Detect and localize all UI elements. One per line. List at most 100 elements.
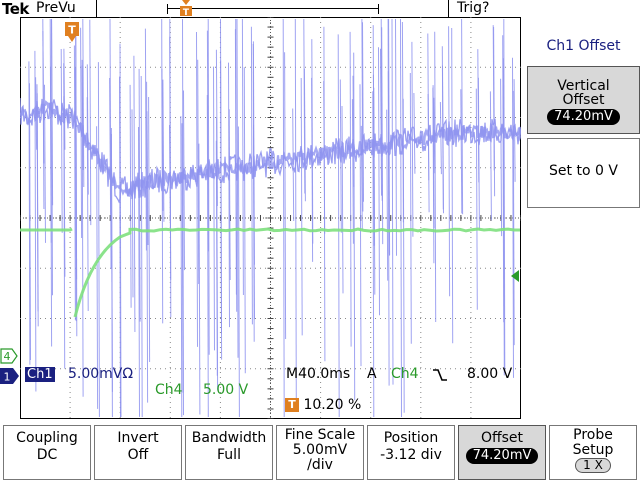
- coupling-button[interactable]: Coupling DC: [3, 425, 91, 480]
- top-divider: [96, 0, 97, 17]
- trigger-status: Trig?: [457, 0, 490, 16]
- invert-value: Off: [127, 447, 149, 463]
- ch1-noise-spike: [237, 126, 240, 418]
- ch1-noise-spike: [131, 109, 134, 298]
- ch1-noise-spike: [502, 58, 505, 376]
- ch1-noise-spike: [82, 18, 85, 188]
- ch1-noise-spike: [146, 81, 149, 403]
- ch1-noise-spike: [80, 27, 83, 239]
- invert-button[interactable]: Invert Off: [94, 425, 182, 480]
- ch1-noise-spike: [119, 43, 122, 418]
- ch1-noise-spike: [388, 18, 391, 256]
- ch1-noise-spike: [361, 18, 364, 212]
- ch1-noise-spike: [63, 48, 66, 150]
- ch1-noise-spike: [323, 81, 326, 234]
- ch1-noise-spike: [109, 77, 112, 215]
- ch1-noise-spike: [434, 31, 437, 323]
- ch1-noise-spike: [411, 41, 414, 237]
- ch1-noise-spike: [207, 18, 210, 355]
- ch1-noise-spike: [442, 65, 444, 214]
- falling-edge-icon: [433, 369, 447, 381]
- vertical-offset-button[interactable]: Vertical Offset 74.20mV: [527, 66, 640, 134]
- ch1-noise-spike: [133, 55, 136, 333]
- ch1-noise-spike: [234, 29, 237, 295]
- fine-scale-value: 5.00mV: [292, 442, 348, 458]
- ch1-noise-spike: [110, 133, 113, 418]
- ch1-noise-spike: [380, 18, 383, 201]
- bottom-menu: Coupling DC Invert Off Bandwidth Full Fi…: [0, 425, 640, 480]
- ch1-noise-spike: [28, 61, 31, 365]
- waveform-display[interactable]: [20, 17, 521, 419]
- ch1-noise-spike: [378, 47, 380, 316]
- ch1-ground-marker: 1: [0, 368, 19, 384]
- trigger-position-readout: T 10.20 %: [285, 397, 361, 413]
- offset-button[interactable]: Offset 74.20mV: [458, 425, 546, 480]
- acquisition-status: PreVu: [36, 0, 76, 16]
- ch1-noise-spike: [380, 48, 382, 196]
- coupling-label: Coupling: [16, 430, 78, 446]
- trigger-time-marker: T: [65, 22, 79, 42]
- ch1-noise-spike: [138, 126, 140, 417]
- ch1-noise-spike: [349, 31, 352, 347]
- ch1-noise-spike: [215, 140, 218, 376]
- ch1-noise-spike: [144, 28, 147, 251]
- ch1-noise-spike: [75, 28, 78, 337]
- fine-scale-button[interactable]: Fine Scale 5.00mV /div: [276, 425, 364, 480]
- ch1-noise-spike: [197, 59, 200, 285]
- ch1-noise-spike: [49, 18, 52, 243]
- ch1-noise-spike: [213, 66, 215, 351]
- coupling-value: DC: [36, 447, 58, 463]
- ch1-noise-spike: [294, 18, 297, 406]
- ch1-noise-spike: [451, 27, 454, 344]
- ch1-noise-spike: [339, 79, 342, 233]
- ch1-noise-spike: [169, 36, 172, 280]
- ch1-noise-spike: [475, 88, 478, 310]
- ch1-noise-spike: [386, 109, 389, 281]
- ch1-noise-spike: [387, 18, 390, 386]
- ch1-noise-spike: [250, 26, 253, 325]
- ch1-noise-spike: [181, 123, 184, 393]
- ch1-noise-spike: [51, 18, 53, 296]
- ch1-noise-spike: [284, 52, 287, 340]
- ch1-noise-spike: [513, 79, 516, 182]
- ch1-scale: 5.00mVΩ: [68, 366, 134, 382]
- ch1-noise-spike: [337, 34, 340, 418]
- ch1-noise-spike: [63, 96, 66, 277]
- bandwidth-value: Full: [217, 447, 241, 463]
- timebase-readout: M40.0ms: [286, 366, 351, 382]
- ch1-noise-spike: [503, 18, 506, 373]
- invert-label: Invert: [117, 430, 159, 446]
- ch1-noise-spike: [489, 91, 492, 221]
- ch1-noise-spike: [512, 90, 515, 346]
- ch1-noise-spike: [35, 77, 38, 150]
- ch1-noise-spike: [140, 75, 143, 418]
- ch1-noise-spike: [119, 76, 121, 418]
- ch1-waveform: [20, 97, 521, 204]
- ch1-noise-spike: [252, 41, 255, 265]
- ch1-noise-spike: [460, 89, 463, 214]
- ch1-noise-spike: [236, 18, 239, 358]
- position-button[interactable]: Position -3.12 div: [367, 425, 455, 480]
- ch1-noise-spike: [300, 77, 303, 336]
- set-to-zero-button[interactable]: Set to 0 V: [527, 138, 640, 208]
- ch1-noise-spike: [477, 77, 480, 231]
- ch1-noise-spike: [129, 84, 132, 308]
- probe-setup-button[interactable]: Probe Setup 1 X: [549, 425, 637, 480]
- ch1-noise-spike: [303, 68, 306, 202]
- position-value: -3.12 div: [380, 447, 442, 463]
- ch1-noise-spike: [97, 62, 100, 418]
- probe-attenuation: 1 X: [575, 458, 611, 473]
- menu-title: Ch1 Offset: [546, 38, 621, 54]
- bandwidth-button[interactable]: Bandwidth Full: [185, 425, 273, 480]
- ch1-noise-spike: [432, 85, 435, 229]
- ch1-noise-spike: [180, 116, 183, 418]
- ch1-readout-badge[interactable]: Ch1: [25, 367, 55, 382]
- ch1-noise-spike: [241, 18, 244, 296]
- trigger-position-record-marker: T: [180, 0, 192, 17]
- ch1-noise-spike: [439, 101, 442, 175]
- brand-logo: Tek: [2, 0, 29, 18]
- graticule: [20, 17, 521, 419]
- ch1-noise-spike: [372, 91, 375, 418]
- ch1-noise-spike: [29, 83, 31, 361]
- ch1-noise-spike: [196, 31, 198, 347]
